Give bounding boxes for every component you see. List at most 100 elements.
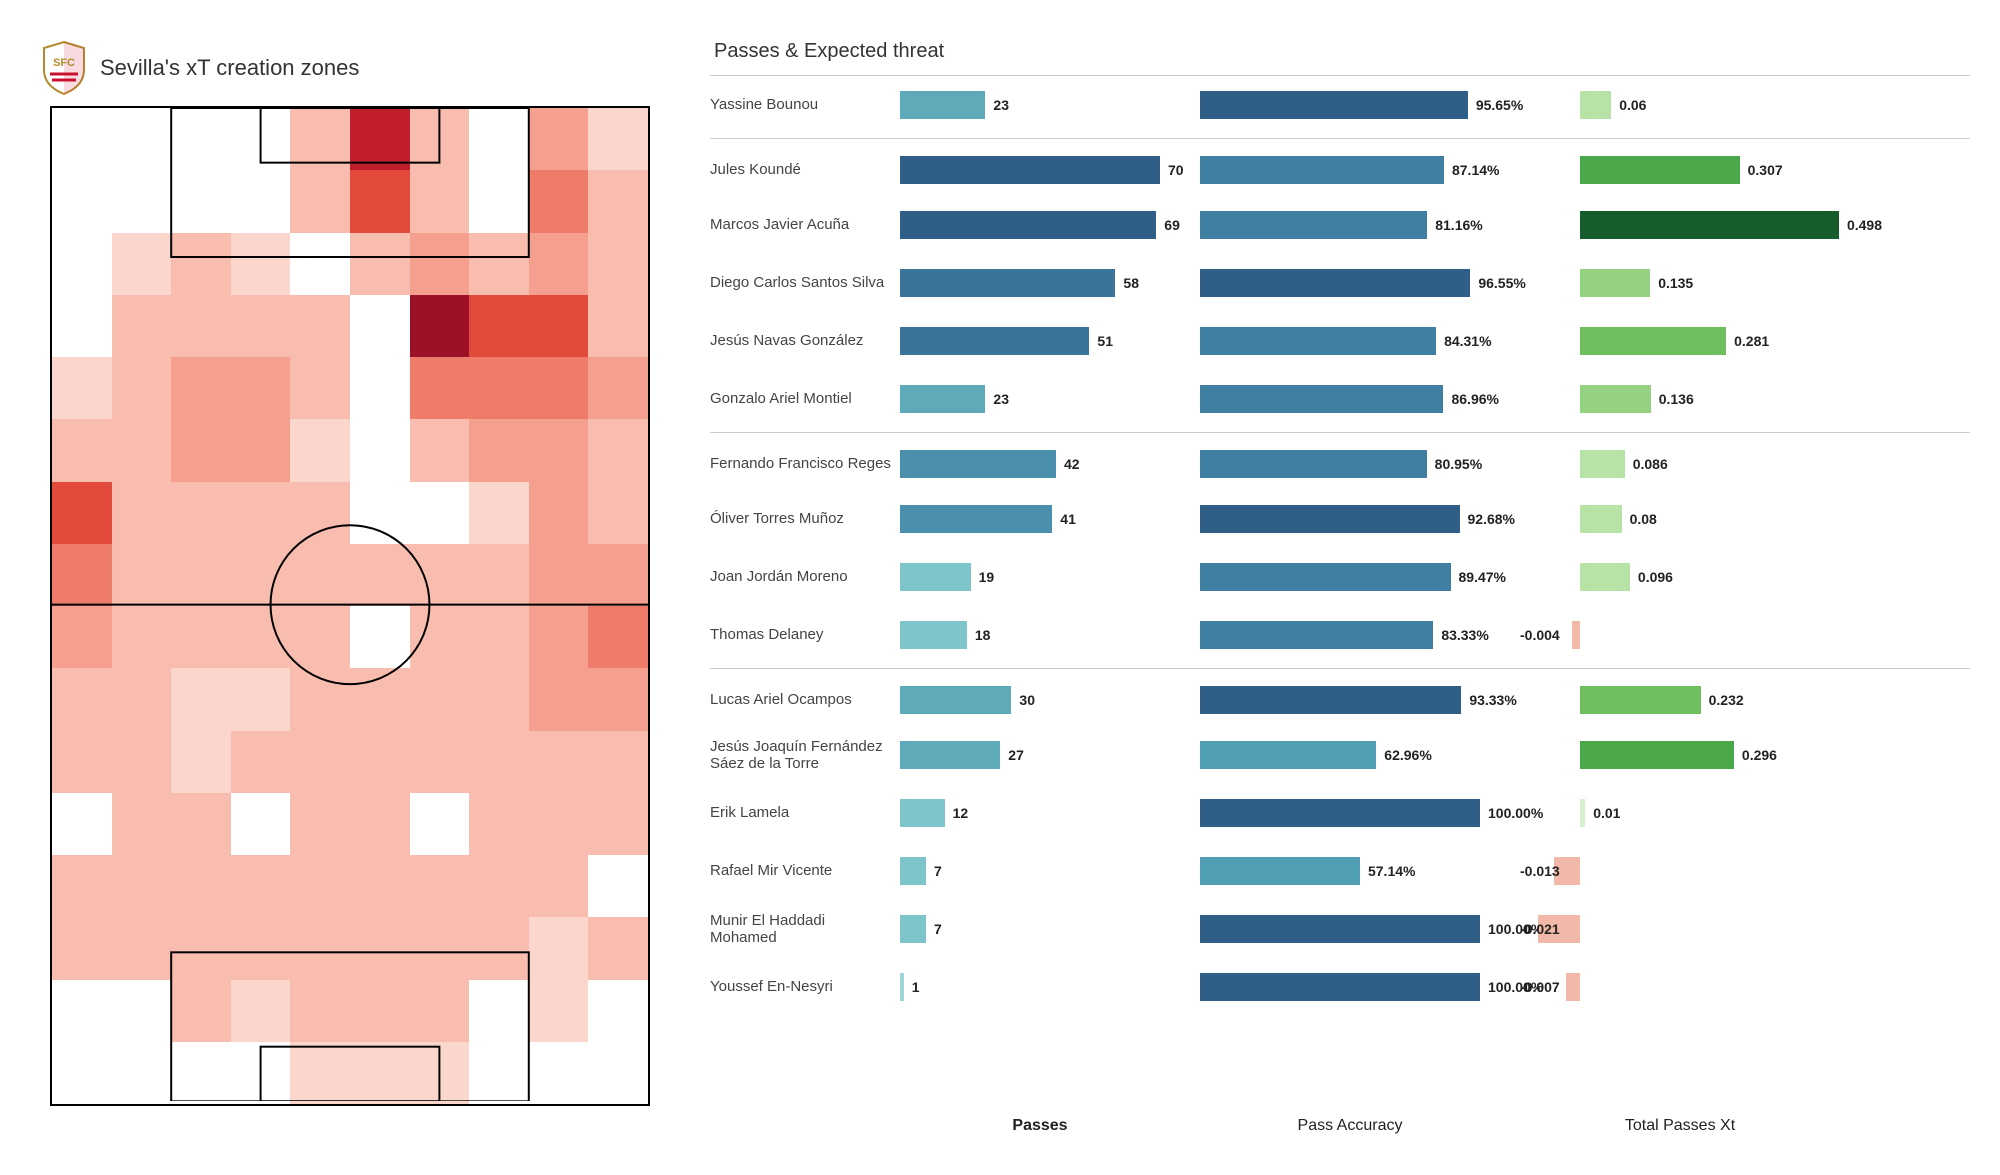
heatmap-title-row: SFC Sevilla's xT creation zones (30, 40, 670, 96)
heatmap-cell (112, 855, 172, 917)
heatmap-cell (52, 295, 112, 357)
heatmap-cell (52, 170, 112, 232)
passes-bar (900, 211, 1156, 239)
heatmap-cell (588, 793, 648, 855)
passes-bar (900, 741, 1000, 769)
heatmap-cell (410, 855, 470, 917)
accuracy-bar (1200, 327, 1436, 355)
xt-value: 0.01 (1593, 805, 1620, 821)
accuracy-value: 80.95% (1435, 456, 1482, 472)
accuracy-cell: 86.96% (1200, 384, 1500, 414)
heatmap-cell (290, 419, 350, 481)
accuracy-bar (1200, 799, 1480, 827)
heatmap-cell (231, 233, 291, 295)
heatmap-cell (350, 295, 410, 357)
heatmap-cell (52, 606, 112, 668)
heatmap-cell (231, 668, 291, 730)
heatmap-cell (529, 668, 589, 730)
xt-cell: 0.096 (1520, 562, 1840, 592)
xt-bar (1580, 385, 1651, 413)
passes-cell: 19 (900, 562, 1180, 592)
player-name: Gonzalo Ariel Montiel (710, 390, 900, 407)
xt-value: 0.307 (1748, 162, 1783, 178)
heatmap-cell (529, 606, 589, 668)
heatmap-cell (290, 606, 350, 668)
accuracy-value: 81.16% (1435, 217, 1482, 233)
heatmap-cell (52, 793, 112, 855)
heatmap-cell (171, 544, 231, 606)
accuracy-bar (1200, 563, 1451, 591)
xt-cell: -0.021 (1520, 914, 1840, 944)
heatmap-cell (410, 1042, 470, 1104)
accuracy-bar (1200, 621, 1433, 649)
player-name: Jesús Joaquín Fernández Sáez de la Torre (710, 738, 900, 773)
heatmap-cell (410, 544, 470, 606)
heatmap-cell (112, 357, 172, 419)
passes-cell: 27 (900, 740, 1180, 770)
heatmap-cell (588, 170, 648, 232)
heatmap-cell (52, 855, 112, 917)
accuracy-value: 84.31% (1444, 333, 1491, 349)
accuracy-cell: 93.33% (1200, 685, 1500, 715)
heatmap-cell (469, 108, 529, 170)
heatmap-cell (350, 419, 410, 481)
heatmap-cell (350, 544, 410, 606)
heatmap-cell (469, 482, 529, 544)
accuracy-cell: 84.31% (1200, 326, 1500, 356)
passes-cell: 69 (900, 210, 1180, 240)
heatmap-cell (350, 668, 410, 730)
table-row: Lucas Ariel Ocampos3093.33%0.232 (710, 668, 1970, 726)
accuracy-cell: 92.68% (1200, 504, 1500, 534)
heatmap-cell (529, 855, 589, 917)
heatmap-cell (171, 606, 231, 668)
heatmap-cell (171, 980, 231, 1042)
heatmap-cell (410, 731, 470, 793)
heatmap-cell (290, 980, 350, 1042)
heatmap-cell (231, 419, 291, 481)
passes-bar (900, 505, 1052, 533)
team-crest-icon: SFC (40, 40, 88, 96)
accuracy-value: 92.68% (1468, 511, 1515, 527)
heatmap-cell (588, 108, 648, 170)
heatmap-cell (231, 1042, 291, 1104)
heatmap-cell (52, 108, 112, 170)
player-name: Óliver Torres Muñoz (710, 510, 900, 527)
passes-value: 19 (979, 569, 995, 585)
heatmap-cell (588, 233, 648, 295)
xt-bar (1580, 741, 1734, 769)
xt-bar (1580, 505, 1622, 533)
heatmap-cell (410, 917, 470, 979)
passes-value: 69 (1164, 217, 1180, 233)
heatmap-cell (350, 108, 410, 170)
table-row: Jesús Joaquín Fernández Sáez de la Torre… (710, 726, 1970, 784)
accuracy-bar (1200, 385, 1443, 413)
table-row: Diego Carlos Santos Silva5896.55%0.135 (710, 254, 1970, 312)
heatmap-cell (290, 170, 350, 232)
axis-accuracy-label: Pass Accuracy (1200, 1117, 1500, 1135)
player-name: Joan Jordán Moreno (710, 568, 900, 585)
passes-cell: 58 (900, 268, 1180, 298)
xt-bar (1580, 327, 1726, 355)
heatmap-cell (588, 482, 648, 544)
accuracy-value: 95.65% (1476, 97, 1523, 113)
xt-value: 0.08 (1630, 511, 1657, 527)
heatmap-cell (171, 419, 231, 481)
heatmap-cell (171, 793, 231, 855)
heatmap-cell (588, 295, 648, 357)
heatmap-cell (410, 668, 470, 730)
passes-value: 42 (1064, 456, 1080, 472)
heatmap-cell (350, 170, 410, 232)
xt-cell: 0.136 (1520, 384, 1840, 414)
heatmap-cell (290, 482, 350, 544)
player-rows: Yassine Bounou2395.65%0.06Jules Koundé70… (710, 75, 1970, 1099)
heatmap-cell (290, 233, 350, 295)
heatmap-cell (52, 357, 112, 419)
accuracy-value: 62.96% (1384, 747, 1431, 763)
passes-value: 41 (1060, 511, 1076, 527)
accuracy-bar (1200, 269, 1470, 297)
passes-bar (900, 450, 1056, 478)
xt-cell: 0.296 (1520, 740, 1840, 770)
accuracy-value: 83.33% (1441, 627, 1488, 643)
stats-table-panel: Passes & Expected threat Yassine Bounou2… (670, 40, 1970, 1135)
passes-cell: 1 (900, 972, 1180, 1002)
